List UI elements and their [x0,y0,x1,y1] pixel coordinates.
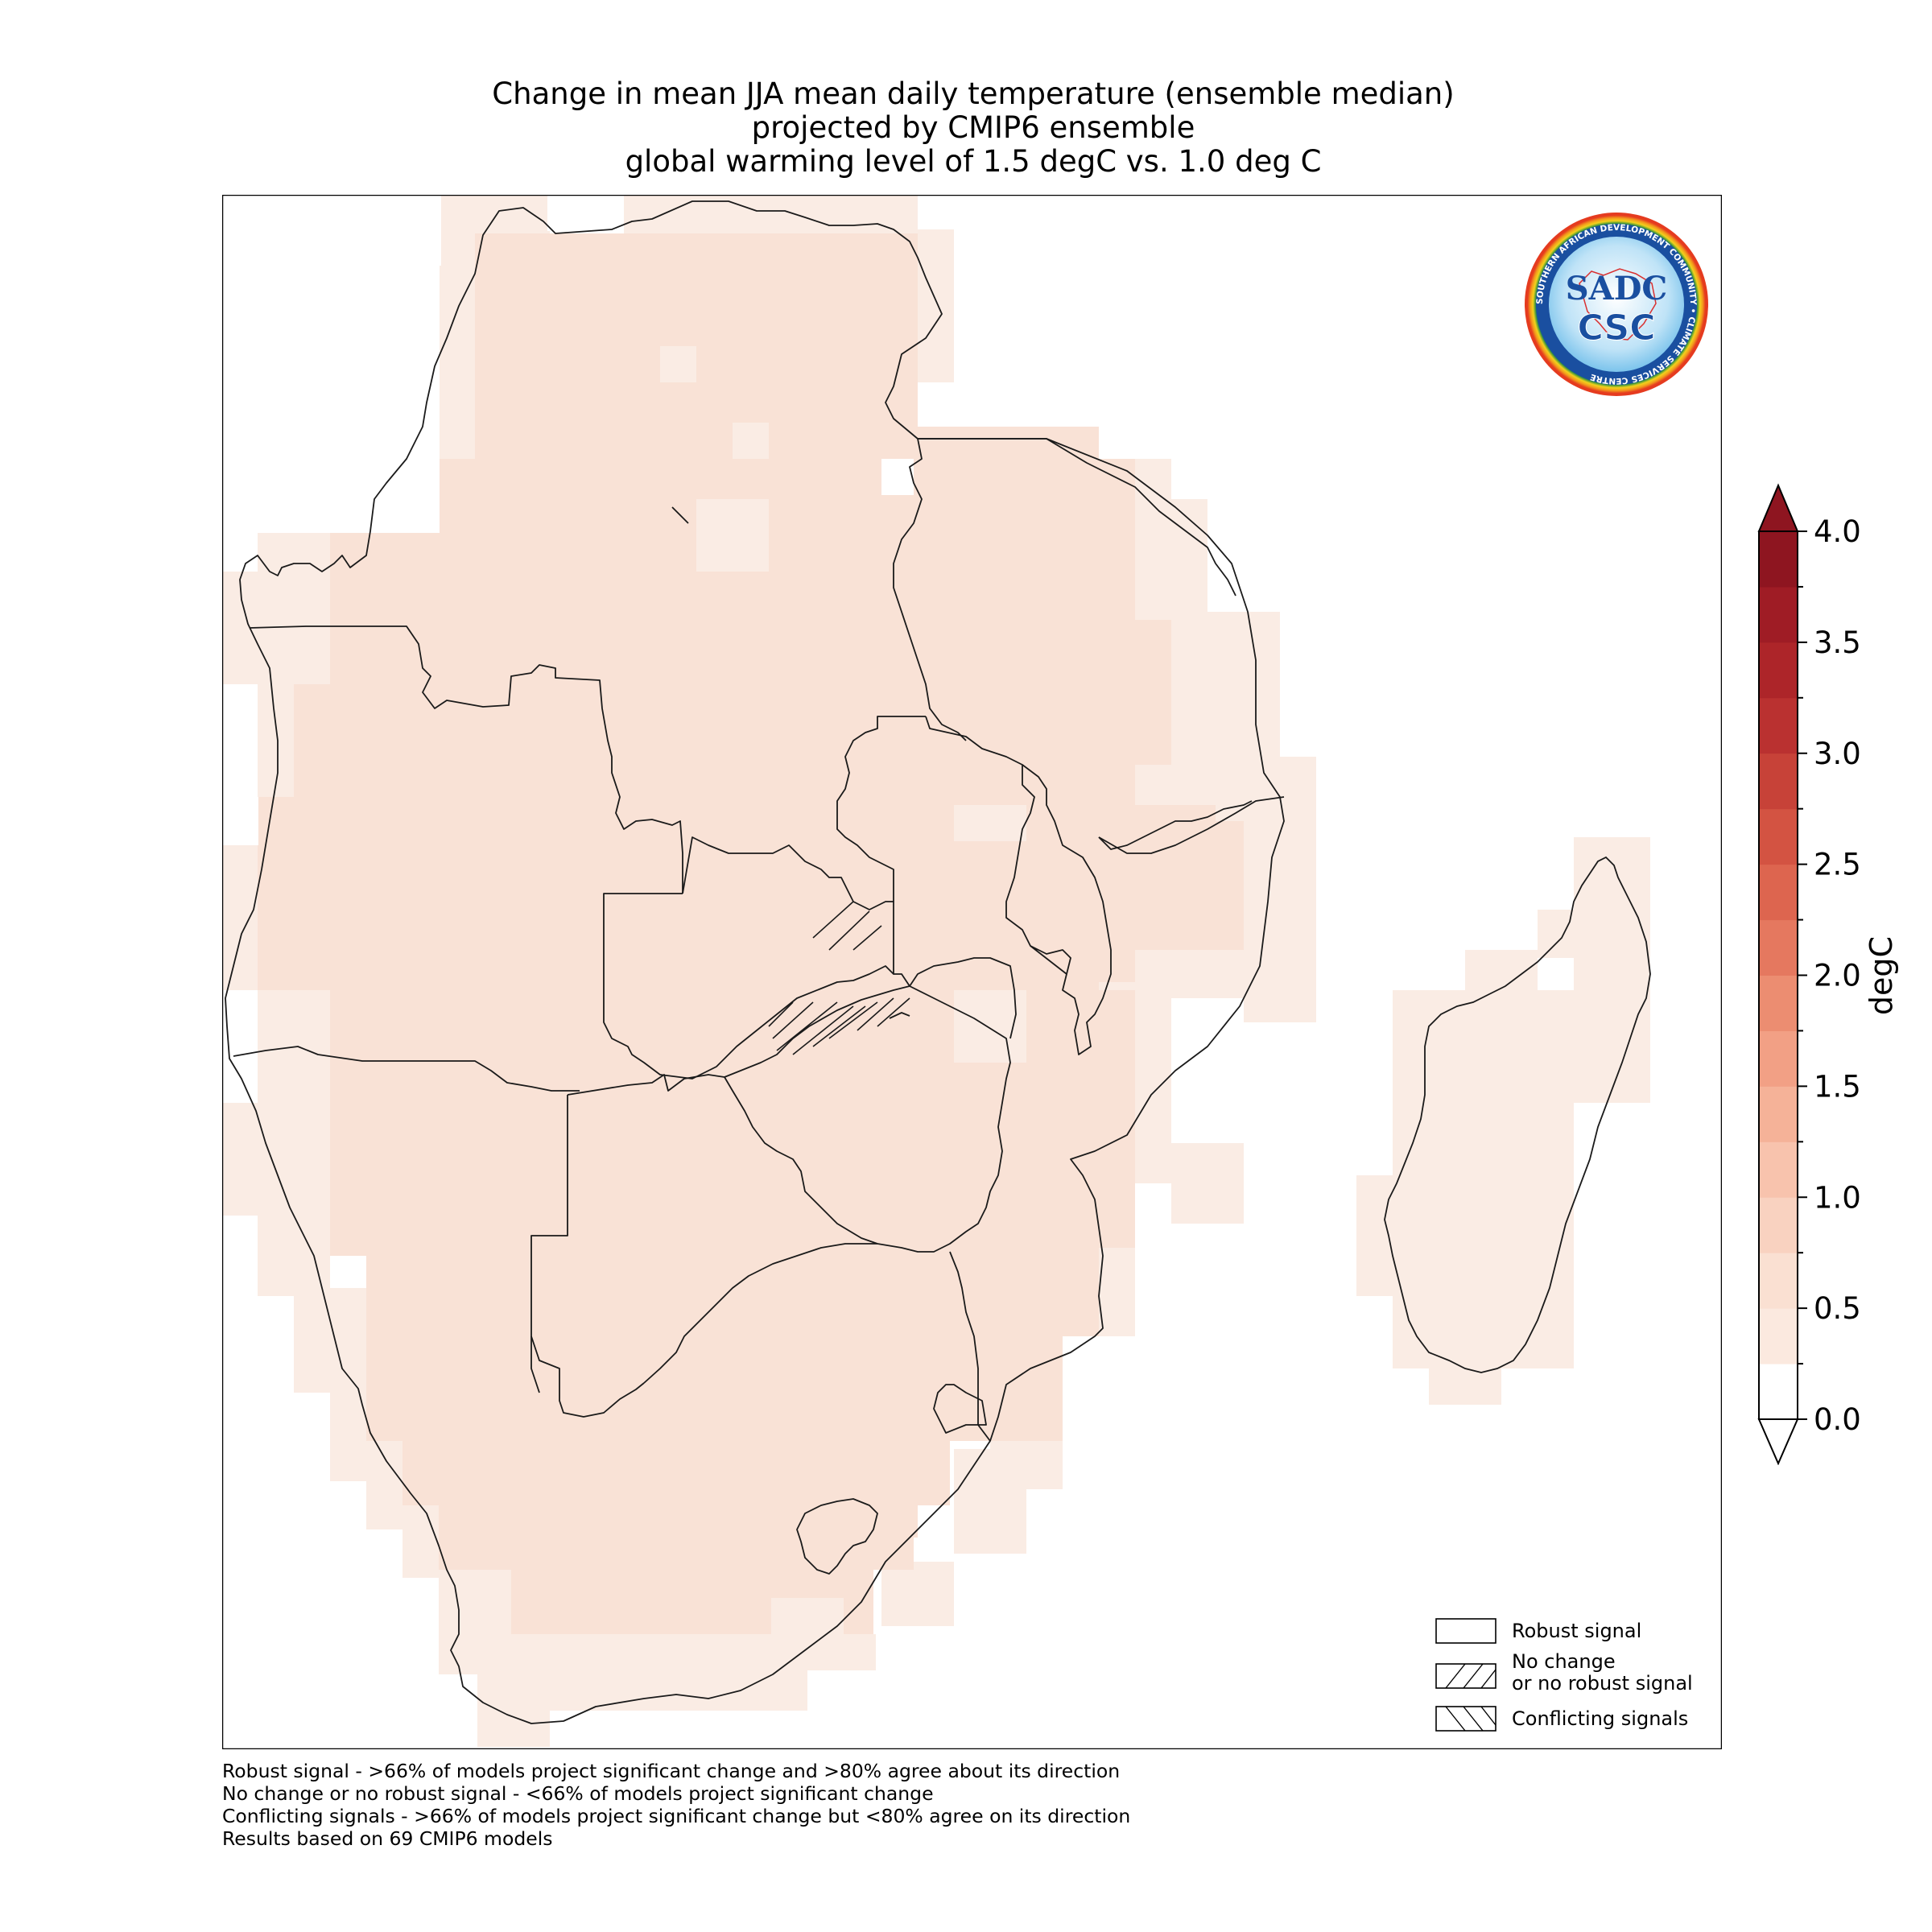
no-data-cells [222,195,914,845]
footnote-1: Robust signal - >66% of models project s… [222,1760,1121,1782]
colorbar-cell [1759,808,1798,865]
colorbar-cell [1759,1030,1798,1087]
title-line-1: Change in mean JJA mean daily temperatur… [492,76,1455,111]
colorbar-cell [1759,975,1798,1031]
map-title: Change in mean JJA mean daily temperatur… [222,77,1724,179]
colorbar-cell [1759,642,1798,699]
legend-swatch-no-change [1435,1663,1496,1689]
colorbar-tick-label: 3.0 [1814,737,1861,771]
colorbar-cell [1759,1308,1798,1364]
madagascar-outline [1384,856,1651,1373]
no-change-hatch-patches [768,901,910,1055]
colorbar-tick-label: 0.0 [1814,1402,1861,1437]
logo-sadc-mark: SADC [1566,270,1667,308]
colorbar-tick-label: 3.5 [1814,625,1861,660]
legend-label-no-change-1: No change [1512,1650,1616,1673]
footnote-4: Results based on 69 CMIP6 models [222,1827,553,1850]
title-line-2: projected by CMIP6 ensemble [751,110,1195,145]
colorbar-cell [1759,697,1798,754]
colorbar-tick-label: 0.5 [1814,1291,1861,1326]
footnotes: Robust signal - >66% of models project s… [222,1760,1130,1850]
legend-label-robust: Robust signal [1512,1620,1641,1642]
colorbar-cell [1759,1197,1798,1253]
colorbar-cell [1759,531,1798,588]
colorbar-cell [1759,586,1798,643]
legend-label-no-change-2: or no robust signal [1512,1672,1693,1695]
map-panel[interactable]: Robust signal No change or no robust sig… [222,195,1722,1749]
colorbar-cells [1759,531,1798,1420]
colorbar-cell [1759,1141,1798,1198]
colorbar-tick-label: 2.0 [1814,959,1861,993]
colorbar-cell [1759,864,1798,921]
colorbar-tick-label: 1.0 [1814,1180,1861,1215]
legend-swatch-robust [1435,1618,1496,1644]
colorbar-tick-label: 2.5 [1814,848,1861,882]
colorbar-cell [1759,919,1798,976]
colorbar-tick-label: 1.5 [1814,1069,1861,1104]
sadc-csc-logo: SOUTHERN AFRICAN DEVELOPMENT COMMUNITY •… [1525,213,1708,396]
footnote-2: No change or no robust signal - <66% of … [222,1782,934,1805]
colorbar-cell [1759,1086,1798,1142]
colorbar-extend-max [1757,483,1799,532]
colorbar-cell [1759,1364,1798,1420]
colorbar: 0.0 0.5 1.0 1.5 2.0 2.5 3.0 3.5 4.0 degC [1757,483,1899,1465]
legend-label-conflicting: Conflicting signals [1512,1707,1688,1730]
colorbar-cell [1759,753,1798,810]
footnote-3: Conflicting signals - >66% of models pro… [222,1805,1131,1827]
title-line-3: global warming level of 1.5 degC vs. 1.0… [625,144,1322,179]
colorbar-extend-min [1757,1418,1799,1465]
country-borders [225,200,1285,1724]
colorbar-cell [1759,1253,1798,1309]
legend-swatch-conflicting [1435,1706,1496,1732]
hatch-legend: Robust signal No change or no robust sig… [1435,1618,1693,1732]
colorbar-label: degC [1864,936,1899,1015]
logo-csc-text: CSC [1577,308,1655,349]
colorbar-ticks: 0.0 0.5 1.0 1.5 2.0 2.5 3.0 3.5 4.0 [1798,514,1861,1437]
temperature-grid-highlights [660,346,1208,1670]
colorbar-tick-label: 4.0 [1814,514,1861,549]
